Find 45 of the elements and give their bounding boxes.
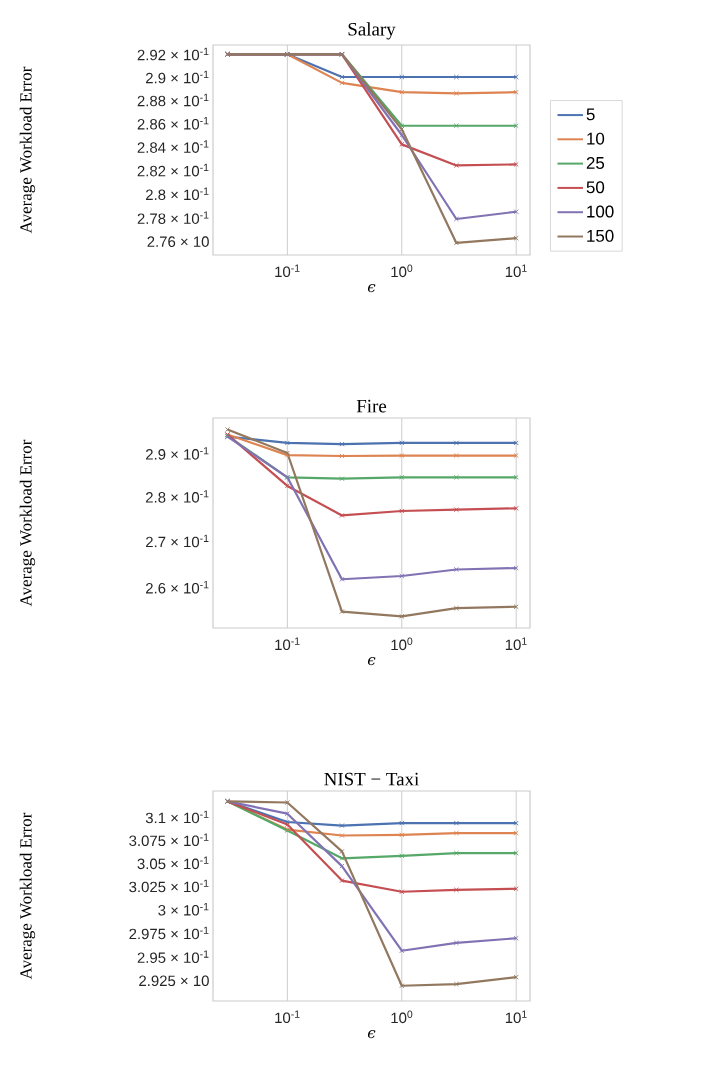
chart-title: NIST − Taxi <box>324 772 419 786</box>
y-tick-label: 2.925 × 10 <box>139 975 209 987</box>
legend-label: 5 <box>586 108 595 121</box>
legend-label: 25 <box>586 156 605 169</box>
x-axis-title: ϵ <box>367 284 376 293</box>
y-tick-label: 2.9 × 10$^{-1}$ <box>146 447 209 460</box>
y-tick-label: 2.76 × 10 <box>147 236 209 247</box>
x-tick-label: 10$^{1}$ <box>505 264 527 278</box>
y-tick-label: 2.8 × 10$^{-1}$ <box>146 490 209 503</box>
x-tick-label: 10$^{-1}$ <box>275 637 300 651</box>
y-tick-label: 2.84 × 10$^{-1}$ <box>137 140 209 153</box>
legend-label: 50 <box>586 181 605 194</box>
x-tick-label: 10$^{0}$ <box>391 1010 413 1024</box>
y-tick-label: 2.86 × 10$^{-1}$ <box>137 117 209 130</box>
x-tick-label: 10$^{1}$ <box>505 637 527 651</box>
y-tick-label: 3.1 × 10$^{-1}$ <box>145 810 209 824</box>
y-tick-label: 3 × 10$^{-1}$ <box>158 903 209 916</box>
y-tick-label: 2.8 × 10$^{-1}$ <box>146 187 209 201</box>
x-tick-label: 10$^{-1}$ <box>275 1010 300 1024</box>
legend-label: 10 <box>587 132 605 145</box>
y-tick-label: 2.92 × 10$^{-1}$ <box>137 47 209 61</box>
y-tick-label: 2.78 × 10$^{-1}$ <box>137 211 209 224</box>
y-tick-label: 2.975 × 10$^{-1}$ <box>129 926 209 940</box>
x-axis-title: ϵ <box>367 1030 376 1039</box>
x-tick-label: 10$^{-1}$ <box>275 264 300 278</box>
y-axis-title: Average Workload Error <box>19 66 36 234</box>
y-axis-title: Average Workload Error <box>19 439 36 607</box>
x-axis-title: ϵ <box>367 657 376 666</box>
legend-label: 100 <box>587 205 614 218</box>
y-tick-label: 2.6 × 10$^{-1}$ <box>146 581 209 594</box>
y-tick-label: 3.05 × 10$^{-1}$ <box>137 856 209 870</box>
y-tick-label: 2.7 × 10$^{-1}$ <box>146 534 209 548</box>
y-tick-label: 3.075 × 10$^{-1}$ <box>129 833 209 847</box>
y-tick-label: 2.82 × 10$^{-1}$ <box>137 163 209 177</box>
x-tick-label: 10$^{1}$ <box>505 1010 527 1024</box>
y-tick-label: 2.95 × 10$^{-1}$ <box>137 950 209 963</box>
y-tick-label: 2.88 × 10$^{-1}$ <box>137 93 209 107</box>
legend-label: 150 <box>587 229 614 242</box>
y-tick-label: 3.025 × 10$^{-1}$ <box>129 879 209 893</box>
chart-title: Fire <box>356 399 387 413</box>
chart-title: Salary <box>348 22 396 40</box>
x-tick-label: 10$^{0}$ <box>391 264 413 278</box>
y-axis-title: Average Workload Error <box>19 812 36 980</box>
x-tick-label: 10$^{0}$ <box>391 637 413 651</box>
y-tick-label: 2.9 × 10$^{-1}$ <box>146 70 209 84</box>
